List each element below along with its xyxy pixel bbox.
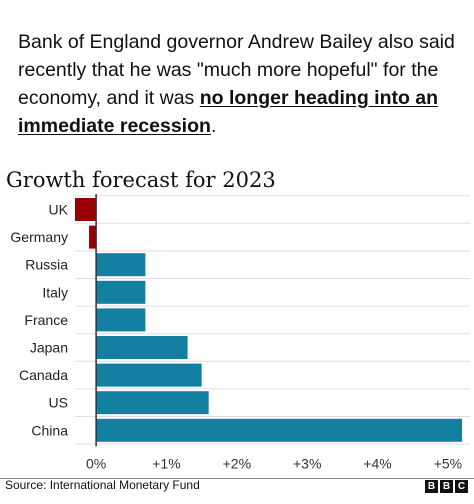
bar — [96, 363, 202, 387]
bar — [89, 225, 97, 249]
bar — [96, 418, 462, 442]
bar — [96, 308, 146, 332]
category-label: Canada — [19, 367, 68, 383]
intro-text-part-1: Bank of England governor Andrew Bailey a… — [18, 31, 455, 109]
bar — [96, 391, 209, 415]
x-tick-label: +3% — [293, 455, 321, 471]
category-label: Japan — [30, 340, 68, 356]
category-label: China — [31, 422, 68, 438]
category-label: Italy — [42, 284, 68, 300]
x-tick-label: 0% — [86, 455, 106, 471]
category-label: UK — [49, 202, 69, 218]
bbc-logo-letter: C — [455, 480, 468, 493]
bbc-logo: B B C — [425, 480, 468, 493]
bbc-logo-letter: B — [440, 480, 453, 493]
x-tick-label: +2% — [223, 455, 251, 471]
bar — [96, 280, 146, 304]
bar — [96, 336, 188, 359]
intro-text-emphasis: no longer heading into an immediate rece… — [18, 87, 439, 137]
intro-text-part-2: . — [210, 115, 217, 137]
category-label: US — [49, 395, 68, 411]
footer-divider — [0, 478, 474, 479]
category-label: Russia — [25, 257, 68, 273]
bar — [75, 198, 97, 221]
intro-text: Bank of England governor Andrew Bailey a… — [18, 28, 464, 140]
source-note: Source: International Monetary Fund — [5, 478, 200, 492]
x-tick-label: +4% — [363, 455, 391, 471]
category-label: Germany — [10, 229, 68, 245]
chart-title: Growth forecast for 2023 — [6, 168, 276, 192]
bar — [96, 253, 146, 277]
bbc-logo-letter: B — [425, 480, 438, 493]
growth-forecast-chart: UK Germany Russia Italy France Japan Canada US C… — [10, 194, 470, 471]
x-tick-label: +1% — [152, 455, 180, 471]
x-tick-label: +5% — [434, 455, 462, 471]
category-label: France — [24, 312, 68, 328]
